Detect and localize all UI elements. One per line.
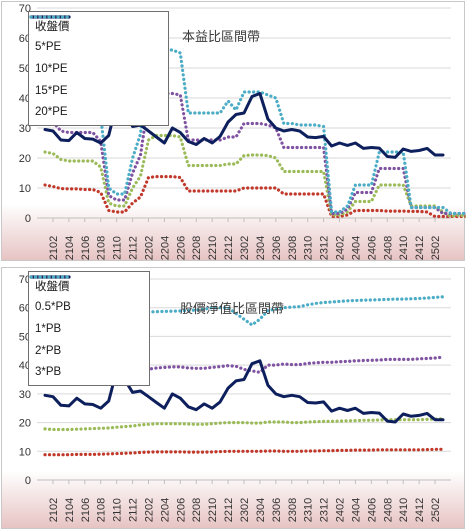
x-tick-label: 2306: [271, 236, 283, 260]
legend-label: 15*PE: [35, 84, 68, 97]
y-tick-label: 0: [25, 213, 31, 225]
legend-label: 0.5*PB: [35, 301, 71, 314]
x-tick-label: 2108: [96, 498, 108, 522]
x-tick-label: 2310: [303, 498, 315, 522]
chart-legend: 收盤價 5*PE 10*PE 15*PE 20*PE: [28, 11, 169, 126]
y-tick-label: 50: [19, 63, 31, 75]
x-tick-label: 2308: [287, 498, 299, 522]
y-tick-label: 10: [19, 183, 31, 195]
x-tick-label: 2302: [239, 498, 251, 522]
legend-item: 1*PB: [29, 275, 143, 340]
pe-band-chart: 0 10 20 30 40 50 60 70 2102 2104 2106 2108 2110 2112 2…: [0, 0, 466, 262]
legend-item: 20*PE: [29, 15, 162, 123]
y-tick-label: 70: [19, 274, 31, 286]
legend-swatch: [29, 275, 71, 279]
legend-label: 20*PE: [35, 106, 68, 119]
legend-label: 5*PE: [35, 41, 62, 54]
y-tick-label: 50: [19, 331, 31, 343]
x-tick-label: 2210: [207, 236, 219, 260]
legend-item: 10*PE: [29, 15, 162, 80]
series-line-0-5xpb: [43, 447, 445, 457]
x-tick-label: 2106: [80, 236, 92, 260]
x-tick-label: 2402: [335, 498, 347, 522]
x-tick-label: 2310: [303, 236, 315, 260]
x-tick-label: 2312: [319, 498, 331, 522]
legend-swatch: [29, 15, 71, 19]
x-tick-label: 2208: [191, 236, 203, 260]
x-tick-label: 2204: [159, 498, 171, 522]
legend-label: 2*PB: [35, 344, 62, 357]
series-line-10xpe: [43, 133, 466, 219]
legend-item: 5*PE: [29, 15, 162, 59]
x-tick-label: 2502: [430, 236, 442, 260]
x-tick-label: 2502: [430, 498, 442, 522]
x-tick-label: 2110: [112, 498, 124, 522]
series-line-5xpe: [43, 175, 466, 219]
x-tick-label: 2410: [398, 236, 410, 260]
x-tick-label: 2304: [255, 236, 267, 260]
legend-label: 收盤價: [35, 20, 70, 33]
x-tick-label: 2206: [175, 498, 187, 522]
x-tick-label: 2212: [223, 236, 235, 260]
series-line-20xpe: [43, 48, 466, 216]
x-tick-label: 2404: [350, 498, 362, 522]
x-tick-label: 2202: [143, 498, 155, 522]
x-tick-label: 2408: [382, 236, 394, 260]
legend-label: 10*PE: [35, 62, 68, 75]
y-tick-label: 70: [19, 3, 31, 15]
x-tick-label: 2412: [414, 236, 426, 260]
x-tick-label: 2110: [112, 236, 124, 260]
x-tick-label: 2212: [223, 498, 235, 522]
x-tick-label: 2404: [350, 236, 362, 260]
y-tick-label: 60: [19, 303, 31, 315]
x-tick-label: 2412: [414, 498, 426, 522]
legend-label: 1*PB: [35, 322, 62, 335]
x-tick-label: 2302: [239, 236, 251, 260]
chart-legend: 收盤價 0.5*PB 1*PB 2*PB 3*PB: [28, 271, 150, 386]
legend-item: 0.5*PB: [29, 275, 143, 319]
chart-title: 本益比區間帶: [182, 30, 261, 45]
y-tick-label: 10: [19, 446, 31, 458]
x-tick-label: 2104: [64, 236, 76, 260]
legend-item: 2*PB: [29, 275, 143, 362]
x-tick-label: 2306: [271, 498, 283, 522]
x-tick-label: 2112: [128, 236, 140, 260]
legend-item: 3*PB: [29, 275, 143, 383]
x-tick-label: 2304: [255, 498, 267, 522]
x-tick-label: 2208: [191, 498, 203, 522]
x-tick-label: 2408: [382, 498, 394, 522]
x-tick-label: 2206: [175, 236, 187, 260]
y-tick-label: 20: [19, 153, 31, 165]
x-tick-label: 2312: [319, 236, 331, 260]
legend-item: 15*PE: [29, 15, 162, 102]
y-tick-label: 60: [19, 33, 31, 45]
y-tick-label: 30: [19, 123, 31, 135]
series-line-close-price: [43, 359, 445, 424]
x-tick-label: 2308: [287, 236, 299, 260]
x-tick-label: 2104: [64, 498, 76, 522]
series-line-1xpb: [43, 417, 445, 432]
x-tick-label: 2210: [207, 498, 219, 522]
x-tick-label: 2108: [96, 236, 108, 260]
y-tick-label: 20: [19, 418, 31, 430]
y-tick-label: 0: [25, 475, 31, 487]
x-tick-label: 2112: [128, 498, 140, 522]
legend-label: 收盤價: [35, 280, 70, 293]
x-tick-label: 2106: [80, 498, 92, 522]
y-tick-label: 40: [19, 93, 31, 105]
x-tick-label: 2410: [398, 498, 410, 522]
x-tick-label: 2402: [335, 236, 347, 260]
x-tick-label: 2406: [366, 236, 378, 260]
x-tick-label: 2202: [143, 236, 155, 260]
legend-label: 3*PB: [35, 366, 62, 379]
x-tick-label: 2102: [48, 236, 60, 260]
y-tick-label: 40: [19, 360, 31, 372]
chart-title: 股價淨值比區間帶: [180, 302, 285, 317]
x-tick-label: 2102: [48, 498, 60, 522]
y-tick-label: 30: [19, 389, 31, 401]
x-tick-label: 2204: [159, 236, 171, 260]
x-tick-label: 2406: [366, 498, 378, 522]
pb-band-chart: 0 10 20 30 40 50 60 70 2102 2104 2106 2108 2110 2112 2…: [0, 266, 466, 530]
